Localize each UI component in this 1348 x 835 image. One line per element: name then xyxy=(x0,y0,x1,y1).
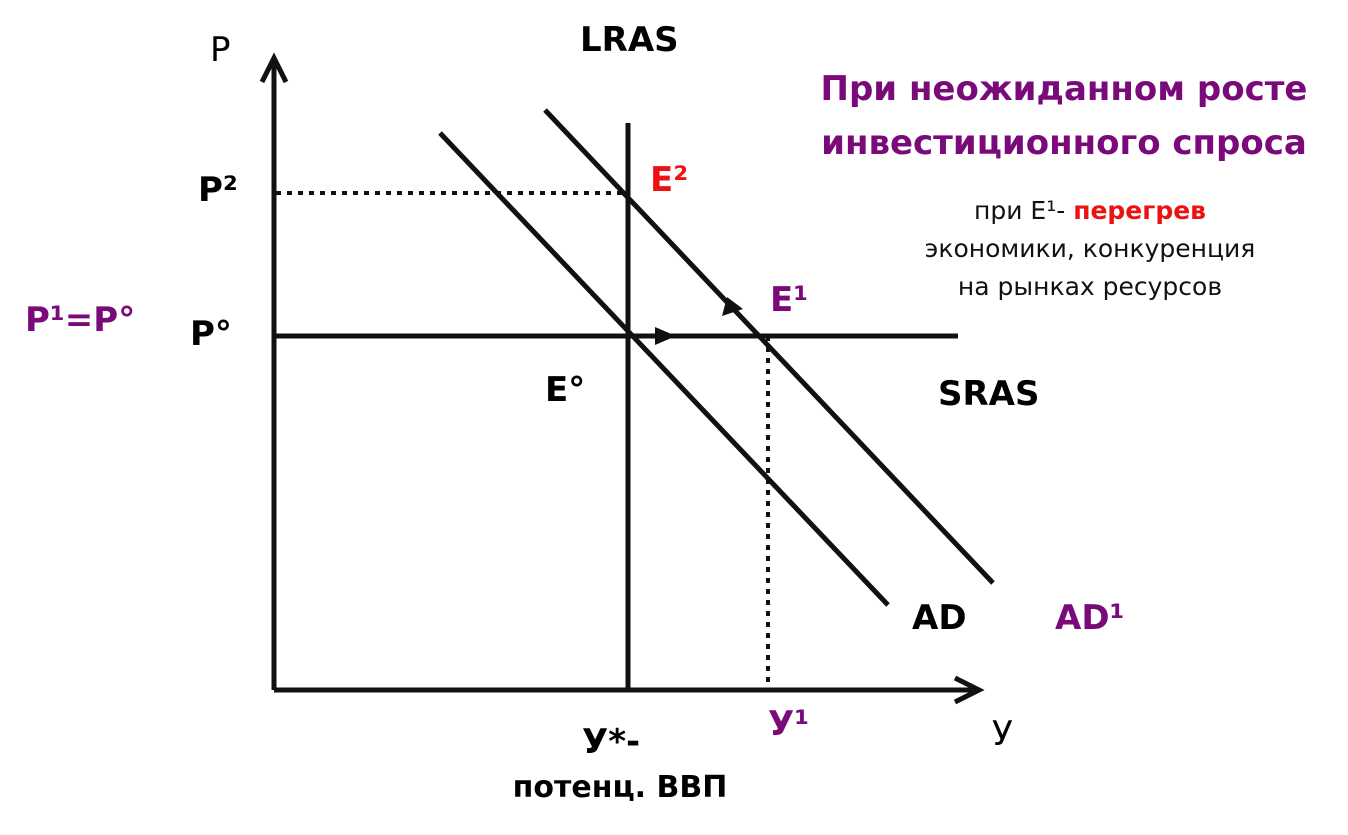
note-prefix: при E¹- xyxy=(973,196,1074,225)
ad-label: AD xyxy=(912,598,967,638)
x-axis-arrow-icon xyxy=(953,675,985,705)
x-axis-label: У xyxy=(992,714,1013,754)
move-right-arrow-icon xyxy=(655,327,676,345)
p0-label: P° xyxy=(190,314,232,354)
y-axis-arrow-icon xyxy=(259,52,289,84)
lras-label: LRAS xyxy=(580,20,679,60)
y-axis-label: P xyxy=(210,30,231,70)
note-highlight: перегрев xyxy=(1073,196,1206,225)
note-line-3: на рынках ресурсов xyxy=(957,272,1223,301)
ad1-curve xyxy=(543,108,995,585)
ad-curve xyxy=(438,131,890,607)
y-star-label: У*- xyxy=(582,722,641,762)
move-up-arrow-icon xyxy=(722,297,743,316)
e1-label: E¹ xyxy=(770,280,809,320)
title-line-1: При неожиданном росте xyxy=(820,69,1308,109)
note-line-1: при E¹- перегрев xyxy=(880,192,1300,230)
p1-equals-p0-label: P¹=P° xyxy=(25,300,136,340)
sras-label: SRAS xyxy=(938,374,1040,414)
e2-label: E² xyxy=(650,160,689,200)
title-line-2: инвестиционного спроса xyxy=(821,123,1307,163)
y1-label: У¹ xyxy=(768,704,810,744)
overheating-note: при E¹- перегрев экономики, конкуренция … xyxy=(880,192,1300,306)
note-line-2: экономики, конкуренция xyxy=(924,234,1256,263)
ad1-label: AD¹ xyxy=(1055,598,1125,638)
p2-label: P² xyxy=(198,170,238,210)
potential-gdp-caption: потенц. ВВП xyxy=(512,770,728,805)
diagram-title: При неожиданном росте инвестиционного сп… xyxy=(780,62,1348,170)
e0-label: E° xyxy=(545,370,586,410)
